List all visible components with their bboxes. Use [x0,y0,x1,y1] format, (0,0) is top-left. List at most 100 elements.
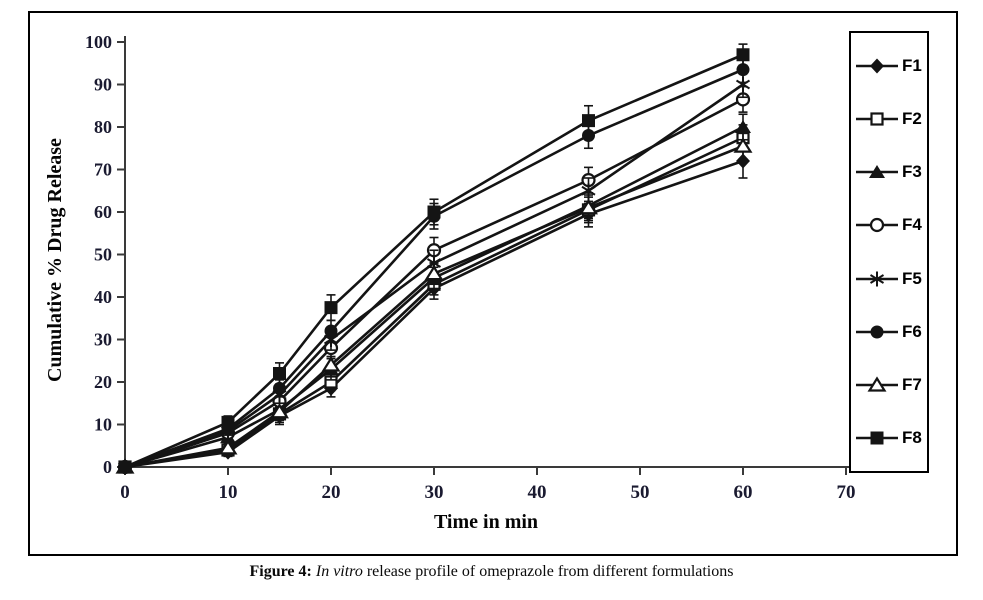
open-circle-icon [869,218,885,233]
x-tick-label: 10 [219,482,238,503]
legend-glyph-f2 [870,112,884,126]
filled-circle-icon [870,325,884,339]
legend-item-f5: F5 [855,269,927,289]
marker-F6 [324,324,338,338]
marker-F8 [221,415,235,429]
legend-label-f6: F6 [902,321,922,341]
legend-label-f4: F4 [902,215,922,235]
legend-label-f3: F3 [902,162,922,182]
figure-border [28,11,958,556]
filled-square-icon [582,114,595,128]
legend-item-f8: F8 [855,428,927,448]
open-triangle-icon [424,265,444,281]
marker-F8 [273,367,286,380]
y-axis-title: Cumulative % Drug Release [44,138,66,382]
marker-F3 [735,120,751,133]
filled-square-icon [736,48,750,62]
y-tick-label: 100 [85,32,112,52]
legend-marker-f4 [856,218,898,233]
legend-marker-f6 [856,325,898,339]
legend-item-f1: F1 [855,56,927,76]
legend-glyph-f4 [869,218,885,233]
marker-F7 [579,199,598,215]
legend-label-f1: F1 [902,55,922,75]
y-tick-label: 0 [103,457,112,477]
legend-label-f5: F5 [902,268,922,288]
open-triangle-icon [218,439,238,455]
legend-item-f6: F6 [855,322,927,342]
open-triangle-icon [579,199,598,215]
legend-glyph-f8 [870,431,884,445]
caption-text: release profile of omeprazole from diffe… [366,563,734,580]
filled-square-icon [324,301,338,315]
series-line-F7 [124,144,744,469]
filled-square-icon [427,205,441,219]
y-tick-label: 90 [94,75,112,95]
legend-glyph-f7 [867,376,887,392]
caption-invitro: In vitro [311,563,367,580]
marker-F7 [270,403,289,419]
chart-legend: F1 F2 F3 F4 F5 F6 F7 F8 [849,31,929,473]
x-axis-title: Time in min [433,511,539,533]
legend-marker-f3 [856,165,898,179]
legend-label-f8: F8 [902,428,922,448]
marker-F7 [218,439,238,455]
open-triangle-icon [270,403,289,419]
marker-F7 [733,137,753,153]
marker-F6 [736,63,750,77]
asterisk-icon [869,273,885,284]
figure-caption: Figure 4: In vitro release profile of om… [0,563,983,581]
legend-item-f7: F7 [855,375,927,395]
open-triangle-icon [867,376,887,392]
x-tick-label: 40 [528,482,547,503]
x-tick-label: 30 [425,482,444,503]
legend-marker-f8 [856,431,898,445]
filled-circle-icon [736,63,750,77]
marker-F8 [324,301,338,315]
filled-square-icon [273,367,286,380]
legend-label-f2: F2 [902,108,922,128]
x-tick-label: 20 [322,482,341,503]
y-tick-label: 50 [94,245,112,265]
marker-F6 [273,381,286,395]
x-tick-label: 50 [631,482,650,503]
marker-F8 [427,205,441,219]
asterisk-icon [581,185,596,196]
y-tick-label: 80 [94,117,112,137]
filled-circle-icon [324,324,338,338]
y-tick-label: 40 [94,287,112,307]
marker-F8 [736,48,750,62]
marker-F7 [424,265,444,281]
legend-glyph-f1 [870,58,884,74]
marker-F7 [321,356,341,372]
legend-marker-f2 [856,112,898,126]
legend-glyph-f5 [869,271,885,287]
open-triangle-icon [733,137,753,153]
legend-item-f3: F3 [855,162,927,182]
legend-label-f7: F7 [902,375,922,395]
y-tick-label: 30 [94,330,112,350]
x-tick-label: 0 [120,482,130,503]
legend-marker-f1 [856,58,898,74]
filled-circle-icon [273,381,286,395]
caption-figure-number: Figure 4: [249,563,312,580]
open-triangle-icon [321,356,341,372]
legend-item-f2: F2 [855,109,927,129]
filled-square-icon [870,431,884,445]
legend-item-f4: F4 [855,215,927,235]
filled-square-icon [221,415,235,429]
x-tick-label: 70 [837,482,856,503]
legend-marker-f5 [856,271,898,287]
y-tick-label: 20 [94,372,112,392]
filled-triangle-icon [869,165,885,179]
marker-F8 [582,114,595,128]
x-tick-label: 60 [734,482,753,503]
filled-triangle-icon [735,120,751,133]
y-tick-label: 70 [94,160,112,180]
legend-glyph-f6 [870,325,884,339]
filled-diamond-icon [736,153,750,169]
legend-marker-f7 [856,376,898,392]
filled-square-icon [118,460,132,474]
